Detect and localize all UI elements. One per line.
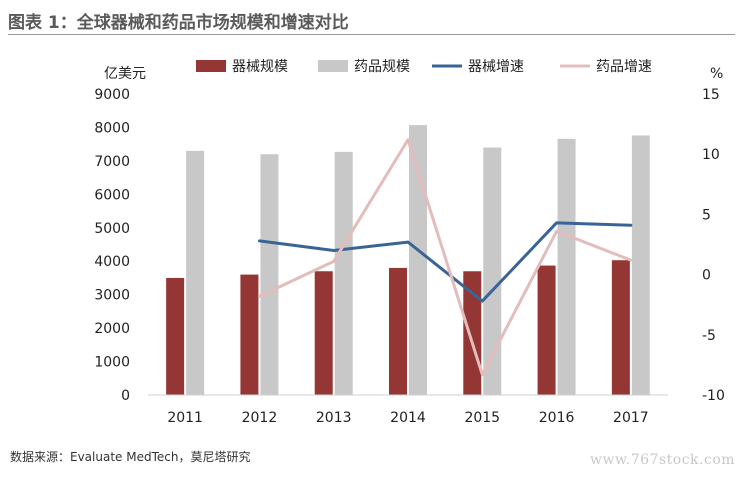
x-tick-label: 2013 [316, 410, 352, 426]
x-axis: 2011 2012 2013 2014 2015 2016 2017 [167, 410, 648, 426]
y-right-tick-label: 5 [702, 207, 711, 223]
y-right-axis: 15 10 5 0 -5 -10 [702, 87, 725, 404]
source-note: 数据来源：Evaluate MedTech，莫尼塔研究 [10, 450, 251, 464]
y-left-tick-label: 4000 [94, 254, 130, 270]
legend-device-scale-label: 器械规模 [232, 59, 288, 75]
y-left-tick-label: 6000 [94, 187, 130, 203]
x-tick-label: 2014 [390, 410, 426, 426]
drug-bar [186, 150, 205, 395]
x-tick-label: 2016 [539, 410, 575, 426]
drug-bar [260, 154, 279, 395]
drug-growth-line [257, 138, 633, 377]
y-left-tick-label: 8000 [94, 120, 130, 136]
y-right-tick-label: 0 [702, 268, 711, 284]
x-tick-label: 2017 [613, 410, 649, 426]
device-bar [314, 271, 333, 395]
drug-bar [631, 135, 650, 395]
y-left-tick-label: 0 [121, 388, 130, 404]
y-right-tick-label: 10 [702, 147, 720, 163]
y-right-unit-label: % [710, 66, 723, 82]
chart-svg: 器械规模 药品规模 器械增速 药品增速 亿美元 % 0 1000 2000 3000 4000… [94, 59, 725, 426]
y-right-tick-label: -5 [702, 328, 716, 344]
drug-bar [483, 147, 502, 395]
drug-bar [334, 151, 353, 395]
y-left-tick-label: 7000 [94, 154, 130, 170]
drug-bar [409, 125, 427, 395]
legend-device-growth-label: 器械增速 [468, 59, 524, 75]
device-bar [240, 274, 259, 395]
device-bar [166, 277, 185, 395]
y-left-tick-label: 2000 [94, 321, 130, 337]
legend: 器械规模 药品规模 器械增速 药品增速 [196, 59, 652, 75]
legend-drug-scale-label: 药品规模 [354, 59, 410, 75]
device-bar [463, 271, 482, 395]
y-left-axis: 0 1000 2000 3000 4000 5000 6000 7000 8000 9000 [94, 87, 130, 404]
chart-title: 图表 1：全球器械和药品市场规模和增速对比 [8, 13, 349, 33]
y-right-tick-label: -10 [702, 388, 725, 404]
legend-drug-growth-label: 药品增速 [596, 59, 652, 75]
device-bar [537, 265, 556, 395]
y-left-tick-label: 1000 [94, 355, 130, 371]
y-left-unit-label: 亿美元 [104, 66, 146, 82]
device-bar [611, 260, 630, 395]
x-tick-label: 2012 [242, 410, 278, 426]
y-left-tick-label: 3000 [94, 288, 130, 304]
device-bar [389, 267, 407, 395]
legend-drug-scale-swatch [318, 60, 348, 72]
y-right-tick-label: 15 [702, 87, 720, 103]
device-growth-line [257, 221, 633, 303]
x-tick-label: 2015 [464, 410, 500, 426]
legend-device-scale-swatch [196, 60, 226, 72]
line-layer [257, 138, 633, 377]
bar-layer [166, 125, 650, 395]
drug-bar [557, 138, 576, 395]
y-left-tick-label: 5000 [94, 221, 130, 237]
x-tick-label: 2011 [167, 410, 203, 426]
y-left-tick-label: 9000 [94, 87, 130, 103]
watermark: www.767stock.com [590, 452, 736, 468]
title-divider [8, 34, 735, 35]
